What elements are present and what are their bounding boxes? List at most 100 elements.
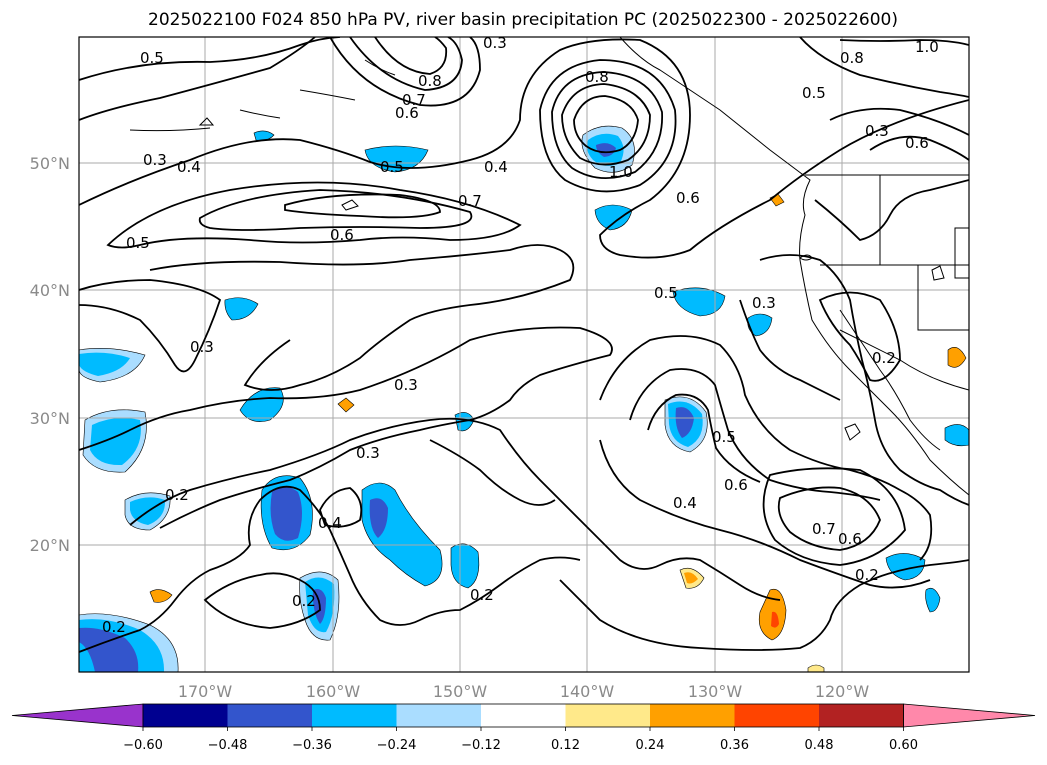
colorbar-tick-label: 0.12 <box>551 738 580 753</box>
colorbar-segment <box>819 704 904 727</box>
contour-label: 0.3 <box>394 376 418 394</box>
contour-label: 0.4 <box>673 494 697 512</box>
contour-label: 0.7 <box>812 520 836 538</box>
pv-contour <box>599 335 933 561</box>
contour-label: 0.8 <box>585 68 609 86</box>
contour-label: 0.5 <box>126 234 150 252</box>
colorbar: −0.60 −0.48 −0.36 −0.24 −0.12 0.12 0.24 0.36 0.4… <box>11 703 1036 753</box>
contour-label: 0.7 <box>458 192 482 210</box>
precip-patch-positive <box>149 589 173 603</box>
contour-labels: 0.5 0.8 0.7 0.6 0.3 0.4 0.5 0.4 0.8 1.0 … <box>102 34 939 636</box>
map-frame <box>78 36 970 673</box>
colorbar-tick-label: −0.36 <box>292 738 332 753</box>
lat-tick-label: 50°N <box>30 154 70 173</box>
pv-contour <box>759 254 969 506</box>
contour-label: 0.2 <box>165 486 189 504</box>
colorbar-tick-label: −0.24 <box>377 738 417 753</box>
contour-label: 0.5 <box>712 428 736 446</box>
lon-tick-label: 170°W <box>178 682 233 701</box>
colorbar-segment <box>396 704 481 727</box>
precip-patch <box>239 387 284 422</box>
colorbar-segment <box>734 704 819 727</box>
precip-patch <box>270 487 302 541</box>
contour-label: 0.3 <box>483 34 507 52</box>
contour-label: 0.3 <box>190 338 214 356</box>
contour-label: 0.3 <box>865 122 889 140</box>
pv-contour <box>129 417 781 601</box>
contour-label: 0.5 <box>654 284 678 302</box>
pv-contour <box>79 37 341 81</box>
lon-tick-label: 120°W <box>815 682 870 701</box>
contour-label: 0.4 <box>177 158 201 176</box>
precip-patch <box>369 498 388 538</box>
pv-contour <box>561 83 651 166</box>
contour-label: 0.6 <box>905 134 929 152</box>
precip-patch <box>596 143 616 157</box>
pv-contour <box>329 37 481 107</box>
pv-contour <box>79 485 581 653</box>
longitude-ticks: 170°W 160°W 150°W 140°W 130°W 120°W <box>178 682 870 701</box>
pv-contour <box>799 37 969 98</box>
colorbar-tick-label: −0.48 <box>208 738 248 753</box>
pv-contour <box>106 181 522 249</box>
colorbar-segment <box>650 704 735 727</box>
precip-shading <box>79 125 969 672</box>
contour-label: 0.2 <box>102 618 126 636</box>
pv-contour <box>629 368 881 501</box>
colorbar-tick-label: −0.60 <box>123 738 163 753</box>
pv-contour <box>818 291 901 382</box>
pv-contour <box>762 467 906 566</box>
precip-patch <box>79 627 139 672</box>
pv-contour <box>539 59 677 193</box>
pv-contour <box>429 439 556 506</box>
island <box>844 423 861 441</box>
pv-contour <box>739 299 841 401</box>
pv-contour <box>869 135 969 161</box>
precip-patch <box>450 543 480 589</box>
colorbar-segment <box>143 704 228 727</box>
lat-tick-label: 30°N <box>30 409 70 428</box>
pv-contour <box>319 487 363 528</box>
pv-contour <box>349 37 463 91</box>
colorbar-segment <box>481 704 566 727</box>
pv-contour <box>777 486 881 551</box>
contour-label: 0.3 <box>356 444 380 462</box>
lon-tick-label: 140°W <box>560 682 615 701</box>
island <box>341 199 359 211</box>
pv-contour <box>284 193 441 219</box>
pv-contour <box>559 559 969 651</box>
map-background <box>79 37 969 672</box>
pv-contour <box>149 244 575 391</box>
contour-label: 0.6 <box>330 226 354 244</box>
precip-patch <box>90 417 141 466</box>
precip-patch <box>747 313 773 337</box>
precip-patch <box>944 424 969 447</box>
colorbar-extend-low <box>11 703 144 728</box>
contour-label: 0.4 <box>484 158 508 176</box>
contour-label: 0.7 <box>402 91 426 109</box>
pv-contour <box>829 107 969 136</box>
pv-contour <box>551 71 663 180</box>
contour-label: 0.6 <box>676 189 700 207</box>
precip-patch-positive <box>807 664 825 672</box>
coastline <box>839 309 941 451</box>
coastline <box>619 37 969 496</box>
lon-tick-label: 130°W <box>688 682 743 701</box>
figure-title: 2025022100 F024 850 hPa PV, river basin … <box>148 10 898 30</box>
colorbar-segment <box>565 704 650 727</box>
contour-label: 0.5 <box>140 49 164 67</box>
pv-contour <box>203 572 321 629</box>
pv-contour <box>198 189 473 231</box>
island <box>198 117 215 126</box>
contour-label: 0.6 <box>838 530 862 548</box>
contour-label: 0.3 <box>752 294 776 312</box>
precip-patch <box>925 587 941 613</box>
contour-label: 0.6 <box>395 104 419 122</box>
contour-label: 0.2 <box>292 592 316 610</box>
colorbar-tick-label: 0.60 <box>889 738 918 753</box>
precip-patch <box>79 352 130 376</box>
precip-patch-positive <box>684 572 698 584</box>
border-line <box>805 174 969 331</box>
contour-label: 0.5 <box>802 84 826 102</box>
